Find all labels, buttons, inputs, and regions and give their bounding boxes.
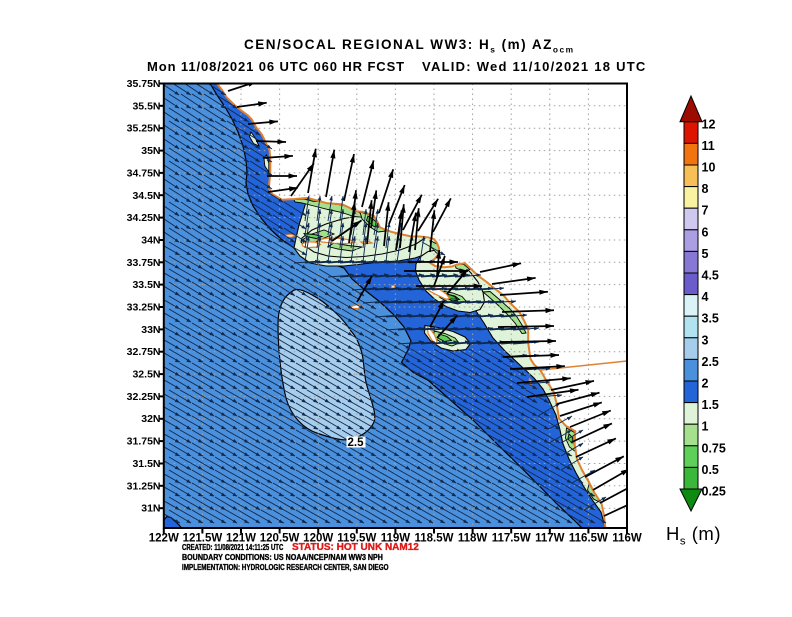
svg-text:35N: 35N [141, 145, 160, 157]
svg-text:122W: 122W [149, 533, 179, 545]
svg-text:35.75N: 35.75N [127, 78, 161, 90]
svg-text:118W: 118W [458, 533, 488, 545]
svg-text:119W: 119W [381, 533, 411, 545]
svg-text:1: 1 [702, 420, 709, 434]
svg-text:2.5: 2.5 [348, 437, 365, 449]
svg-text:121W: 121W [226, 533, 256, 545]
svg-text:31.75N: 31.75N [127, 436, 161, 448]
svg-text:4: 4 [702, 290, 709, 304]
svg-text:7: 7 [702, 204, 709, 218]
svg-text:5: 5 [702, 247, 709, 261]
svg-text:0.75: 0.75 [702, 441, 726, 455]
svg-text:34N: 34N [141, 235, 160, 247]
svg-text:33.75N: 33.75N [127, 257, 161, 269]
svg-text:119.5W: 119.5W [337, 533, 376, 545]
svg-text:33.25N: 33.25N [127, 302, 161, 314]
svg-text:34.25N: 34.25N [127, 212, 161, 224]
svg-text:3: 3 [702, 333, 709, 347]
svg-text:11: 11 [702, 139, 715, 153]
svg-text:32.75N: 32.75N [127, 346, 161, 358]
svg-text:121.5W: 121.5W [183, 533, 223, 545]
svg-text:34.75N: 34.75N [127, 167, 161, 179]
svg-text:31.25N: 31.25N [127, 480, 161, 492]
svg-text:117W: 117W [535, 533, 565, 545]
svg-text:34.5N: 34.5N [132, 190, 160, 202]
svg-text:31.5N: 31.5N [132, 458, 160, 470]
svg-text:33.5N: 33.5N [132, 279, 160, 291]
svg-text:117.5W: 117.5W [492, 533, 531, 545]
svg-text:2.5: 2.5 [702, 355, 719, 369]
svg-text:4.5: 4.5 [702, 269, 719, 283]
svg-text:3.5: 3.5 [702, 312, 719, 326]
svg-text:32.25N: 32.25N [127, 391, 161, 403]
svg-text:116W: 116W [612, 533, 642, 545]
svg-text:0.5: 0.5 [702, 463, 719, 477]
svg-text:120.5W: 120.5W [260, 533, 300, 545]
svg-text:35.5N: 35.5N [132, 100, 160, 112]
svg-text:116.5W: 116.5W [569, 533, 608, 545]
svg-text:10: 10 [702, 161, 716, 175]
svg-text:31N: 31N [141, 503, 160, 515]
svg-text:118.5W: 118.5W [415, 533, 454, 545]
svg-text:120W: 120W [303, 533, 333, 545]
svg-text:32.5N: 32.5N [132, 369, 160, 381]
svg-text:35.25N: 35.25N [127, 123, 161, 135]
svg-text:2: 2 [702, 377, 709, 391]
svg-text:6: 6 [702, 225, 709, 239]
svg-text:33N: 33N [141, 324, 160, 336]
svg-text:32N: 32N [141, 413, 160, 425]
svg-text:12: 12 [702, 117, 716, 131]
svg-text:0.25: 0.25 [702, 485, 726, 499]
svg-text:1.5: 1.5 [702, 398, 719, 412]
svg-text:8: 8 [702, 182, 709, 196]
